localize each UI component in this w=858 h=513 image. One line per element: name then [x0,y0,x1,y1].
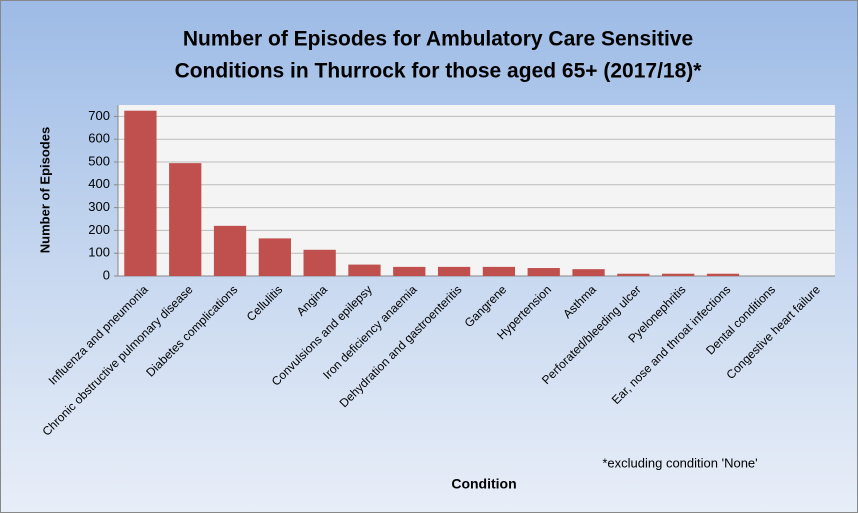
y-axis-label: Number of Episodes [37,127,52,253]
y-tick-label: 600 [88,131,110,146]
bar [303,249,336,276]
y-tick-label: 100 [88,245,110,260]
bar [662,273,695,276]
y-tick-label: 0 [103,267,110,282]
bar [527,268,560,276]
y-tick-label: 200 [88,222,110,237]
bar [437,266,471,276]
bar [348,264,381,276]
bar [169,163,202,276]
bar [706,273,740,276]
chart-title: Conditions in Thurrock for those aged 65… [175,60,703,83]
y-tick-label: 400 [88,176,110,191]
y-tick-label: 500 [88,153,110,168]
y-tick-label: 300 [88,199,110,214]
bar [482,266,516,276]
bar [617,273,650,276]
annotation: *excluding condition 'None' [602,455,757,470]
x-axis-label: Condition [451,476,516,492]
bar [393,266,426,276]
bar [258,238,291,276]
y-tick-label: 700 [88,108,110,123]
bar [213,225,247,276]
bar [124,110,157,276]
bar [572,269,605,276]
chart-title: Number of Episodes for Ambulatory Care S… [183,28,693,51]
